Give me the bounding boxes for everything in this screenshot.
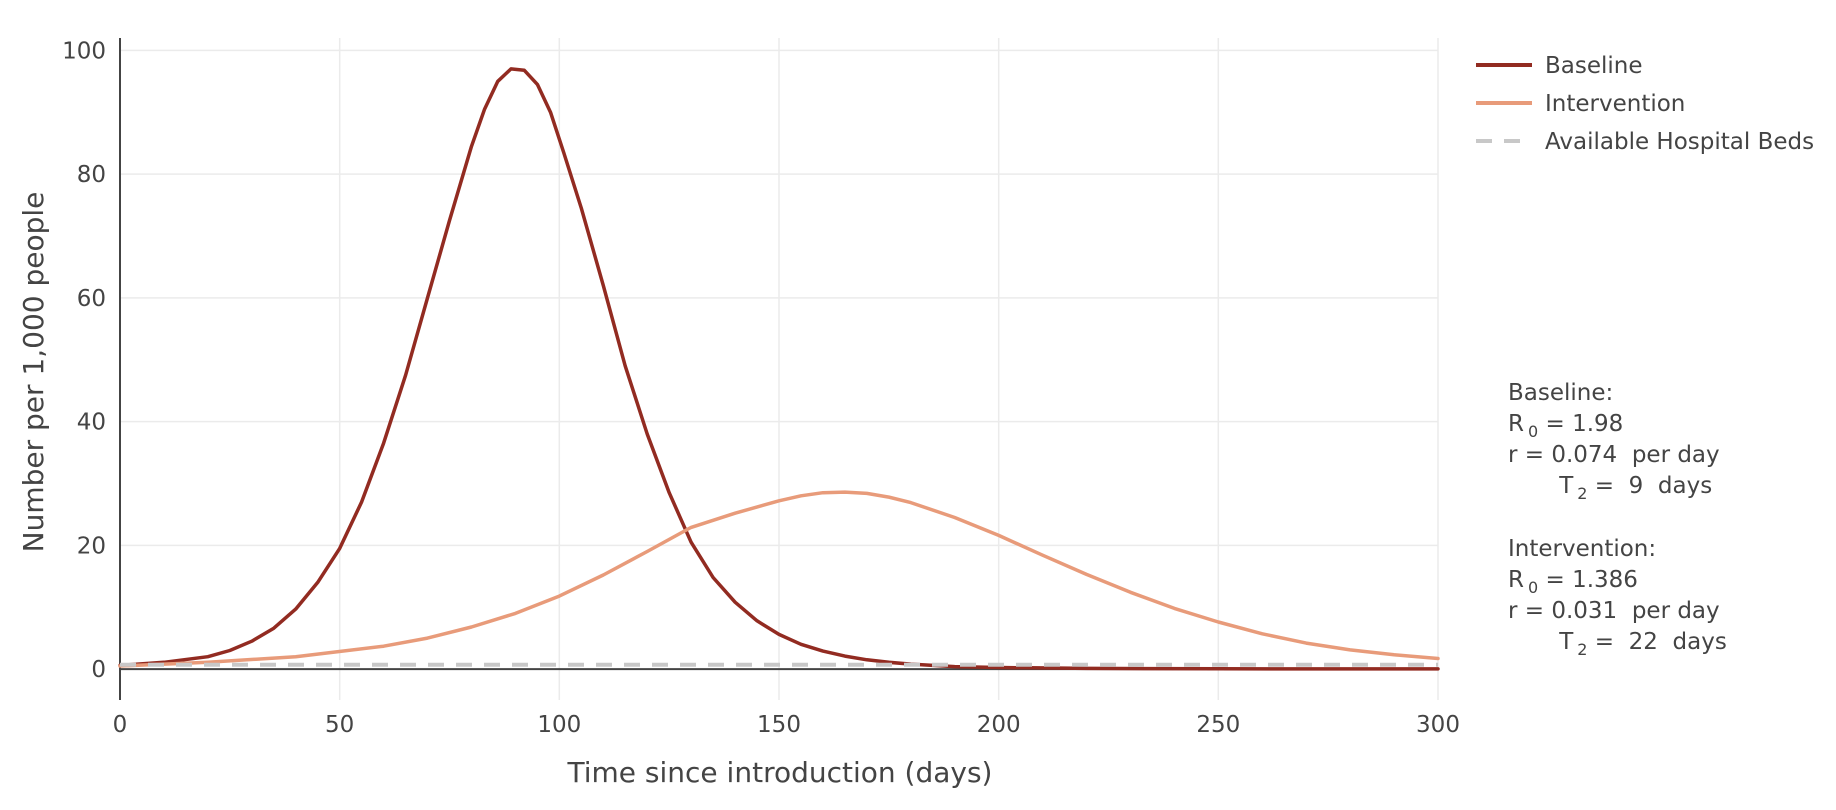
x-tick-label-0: 0 (113, 712, 128, 738)
legend-item-hospital-beds[interactable]: Available Hospital Beds (1476, 129, 1814, 155)
y-axis-title: Number per 1,000 people (17, 192, 50, 553)
legend-label-baseline: Baseline (1545, 53, 1643, 79)
x-tick-label-100: 100 (537, 712, 581, 738)
series-line-intervention[interactable] (118, 490, 1440, 668)
annotation-baseline-growth-rate: r = 0.074 per day (1508, 442, 1720, 468)
legend-item-baseline[interactable]: Baseline (1476, 53, 1643, 79)
tick-labels: 0 50 100 150 200 250 300 0 20 40 60 80 100 (62, 38, 1460, 738)
y-tick-label-0: 0 (91, 657, 106, 683)
y-tick-label-60: 60 (77, 286, 106, 312)
legend-label-intervention: Intervention (1545, 91, 1685, 117)
y-tick-label-20: 20 (77, 533, 106, 559)
x-tick-label-250: 250 (1196, 712, 1240, 738)
legend-item-intervention[interactable]: Intervention (1476, 91, 1685, 117)
legend: Baseline Intervention Available Hospital… (1476, 53, 1814, 155)
series-lines (118, 67, 1440, 671)
annotation-baseline-title: Baseline: (1508, 380, 1613, 406)
annotation-intervention-title: Intervention: (1508, 536, 1656, 562)
series-line-baseline[interactable] (118, 67, 1440, 671)
x-tick-label-200: 200 (977, 712, 1021, 738)
x-tick-label-150: 150 (757, 712, 801, 738)
x-tick-label-300: 300 (1416, 712, 1460, 738)
x-axis-title: Time since introduction (days) (567, 756, 993, 789)
y-tick-label-100: 100 (62, 38, 106, 64)
y-tick-label-80: 80 (77, 162, 106, 188)
grid-lines (120, 38, 1439, 700)
annotation-intervention-growth-rate: r = 0.031 per day (1508, 598, 1720, 624)
x-tick-label-50: 50 (325, 712, 354, 738)
y-tick-label-40: 40 (77, 410, 106, 436)
legend-label-hospital-beds: Available Hospital Beds (1545, 129, 1814, 155)
